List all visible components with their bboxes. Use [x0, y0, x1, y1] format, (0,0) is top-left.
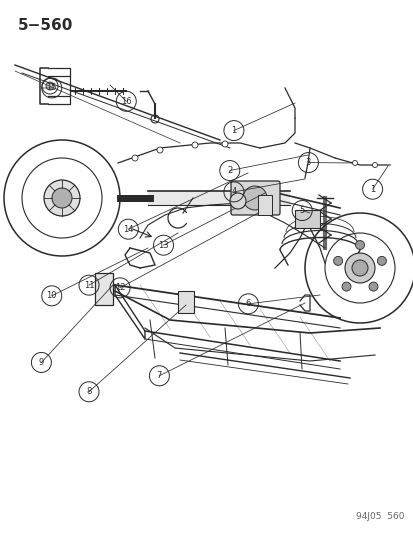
Circle shape — [351, 160, 357, 166]
Text: 5: 5 — [299, 206, 304, 215]
Text: 11: 11 — [83, 281, 94, 289]
Bar — [178, 291, 194, 313]
Text: 4: 4 — [231, 188, 236, 196]
Circle shape — [344, 253, 374, 283]
Text: 2: 2 — [227, 166, 232, 175]
Circle shape — [52, 188, 72, 208]
Circle shape — [377, 256, 385, 265]
Text: 10: 10 — [46, 292, 57, 300]
Circle shape — [221, 141, 228, 147]
Text: 16: 16 — [121, 97, 131, 106]
Circle shape — [242, 186, 266, 210]
Circle shape — [351, 260, 367, 276]
Bar — [95, 273, 113, 305]
Text: 1: 1 — [231, 126, 236, 135]
Circle shape — [46, 82, 54, 90]
Bar — [147, 191, 289, 205]
Circle shape — [230, 193, 245, 209]
Text: 14: 14 — [123, 225, 133, 233]
Bar — [257, 195, 271, 215]
Circle shape — [368, 282, 377, 291]
Circle shape — [192, 142, 197, 148]
FancyBboxPatch shape — [230, 181, 279, 215]
Circle shape — [341, 282, 350, 291]
Text: 1: 1 — [369, 185, 374, 193]
Text: 6: 6 — [245, 300, 250, 308]
Circle shape — [372, 163, 377, 167]
Circle shape — [132, 155, 138, 161]
Circle shape — [355, 240, 363, 249]
Text: 13: 13 — [158, 241, 169, 249]
Circle shape — [157, 147, 163, 153]
Text: 15: 15 — [46, 84, 57, 92]
Text: 94J05  560: 94J05 560 — [356, 512, 404, 521]
Text: 3: 3 — [305, 158, 310, 167]
Text: 9: 9 — [39, 358, 44, 367]
Bar — [294, 210, 319, 228]
Text: 12: 12 — [114, 284, 125, 292]
Text: 8: 8 — [86, 387, 91, 396]
Text: 7: 7 — [157, 372, 161, 380]
Circle shape — [44, 180, 80, 216]
Circle shape — [333, 256, 342, 265]
Text: 5−560: 5−560 — [18, 18, 73, 33]
